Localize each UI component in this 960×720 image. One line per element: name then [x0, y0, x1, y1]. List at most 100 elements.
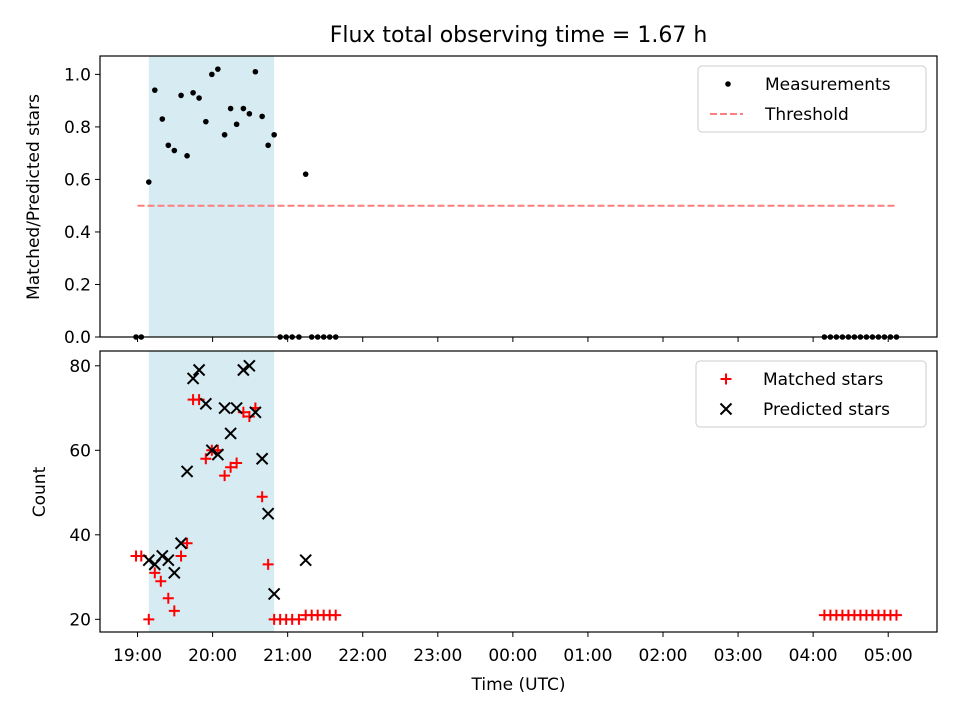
y-tick-label: 0.6	[64, 170, 91, 190]
data-point	[259, 113, 265, 120]
y-axis-label-ratio: Matched/Predicted stars	[24, 94, 44, 300]
x-tick-label: 00:00	[488, 646, 537, 666]
x-tick-label: 23:00	[413, 646, 462, 666]
data-point	[215, 66, 221, 72]
data-point	[209, 71, 215, 78]
data-point	[211, 448, 225, 461]
count-panel: 20 40 60 80 19:00 20:00 21:00 22:00 23:00 00:00 01…	[69, 350, 938, 666]
legend-label: Matched stars	[763, 370, 883, 390]
data-point	[302, 171, 309, 177]
data-point	[225, 461, 237, 473]
legend-box	[697, 65, 927, 133]
legend-marker	[725, 81, 731, 87]
x-tick-label: 05:00	[864, 646, 913, 666]
data-point	[142, 553, 156, 567]
data-point	[890, 609, 902, 621]
data-point	[231, 457, 243, 469]
y-tick-label: 0.8	[64, 118, 91, 138]
data-point	[246, 110, 253, 117]
data-point	[168, 605, 180, 617]
data-point	[256, 491, 268, 503]
data-point	[178, 92, 184, 99]
observing-span	[148, 351, 275, 632]
x-axis-label: Time (UTC)	[471, 675, 566, 695]
y-tick-label: 0.0	[64, 328, 91, 348]
chart-title: Flux total observing time = 1.67 h	[330, 23, 708, 48]
legend-marker	[720, 373, 732, 385]
data-point	[243, 359, 256, 372]
x-tick-label: 03:00	[714, 646, 763, 666]
axes-frame	[99, 55, 938, 338]
x-tick-label: 19:00	[113, 646, 162, 666]
data-point	[203, 118, 209, 125]
data-point	[181, 537, 193, 549]
data-point	[267, 587, 281, 601]
y-axis-label-count: Count	[30, 466, 50, 517]
data-point	[293, 613, 305, 625]
data-point	[174, 537, 188, 550]
y-tick-label: 60	[69, 441, 91, 461]
data-point	[252, 68, 259, 75]
data-point	[265, 142, 271, 149]
legend: Measurements Threshold	[697, 65, 927, 133]
data-point	[190, 89, 196, 96]
x-tick-label: 02:00	[639, 646, 688, 666]
y-tick-label: 0.4	[64, 223, 91, 243]
legend-label: Measurements	[765, 75, 891, 95]
y-tick-label: 80	[69, 357, 91, 377]
data-point	[175, 550, 187, 562]
data-point	[149, 567, 161, 579]
data-point	[199, 397, 213, 411]
y-tick-label: 1.0	[64, 65, 91, 85]
data-point	[155, 575, 167, 587]
data-point	[299, 553, 312, 567]
data-point	[205, 444, 219, 457]
series-matched-stars	[130, 394, 902, 625]
x-tick-label: 01:00	[563, 646, 612, 666]
data-point	[162, 592, 174, 604]
legend: Matched stars Predicted stars	[695, 360, 927, 428]
data-point	[143, 613, 155, 625]
ratio-panel: 0.0 0.2 0.4 0.6 0.8 1.0 Measurements Threshold	[64, 55, 938, 348]
x-tick-label: 21:00	[263, 646, 312, 666]
y-tick-label: 40	[69, 526, 91, 546]
series-predicted-stars	[142, 359, 312, 601]
data-point	[271, 131, 277, 138]
data-point	[196, 95, 202, 101]
data-point	[262, 558, 274, 570]
data-point	[168, 566, 181, 580]
axes-frame	[99, 350, 938, 633]
data-point	[249, 406, 262, 419]
y-tick-label: 20	[69, 610, 91, 630]
data-point	[261, 507, 275, 520]
legend-marker	[719, 402, 733, 416]
data-point	[192, 363, 206, 377]
data-point	[243, 410, 255, 422]
data-point	[159, 116, 166, 122]
data-point	[151, 87, 158, 93]
data-point	[165, 142, 172, 149]
observing-span	[148, 56, 275, 337]
data-point	[330, 609, 342, 621]
data-point	[233, 121, 240, 128]
data-point	[255, 452, 269, 465]
x-tick-label: 22:00	[338, 646, 387, 666]
data-point	[180, 465, 194, 478]
data-point	[156, 549, 169, 563]
data-point	[184, 152, 190, 159]
data-point	[186, 372, 200, 385]
legend-box	[695, 360, 927, 428]
legend-label: Predicted stars	[763, 400, 890, 420]
data-point	[230, 401, 243, 415]
data-point	[240, 105, 247, 112]
y-tick-label: 0.2	[64, 275, 91, 295]
x-tick-label: 20:00	[188, 646, 237, 666]
data-point	[145, 179, 152, 185]
data-point	[224, 427, 237, 440]
data-point	[219, 470, 231, 482]
x-tick-label: 04:00	[789, 646, 838, 666]
data-point	[162, 553, 175, 567]
legend-label: Threshold	[764, 105, 849, 125]
data-point	[171, 147, 178, 154]
